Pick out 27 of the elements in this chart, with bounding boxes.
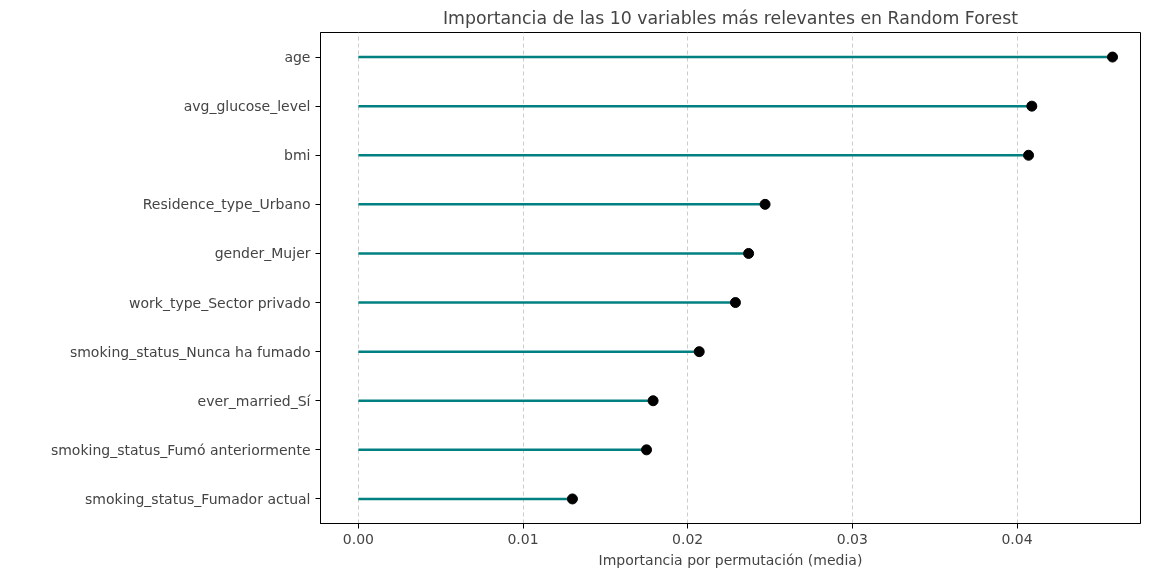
point [1023,149,1035,161]
y-tick-label: smoking_status_Fumó anteriormente [50,441,311,458]
point [729,297,741,309]
y-tick-label: avg_glucose_level [183,98,311,115]
y-tick-label: gender_Mujer [214,245,311,262]
point [1026,100,1038,112]
point [759,198,771,210]
x-axis-title: Importancia por permutación (media) [598,551,863,568]
y-tick-label: bmi [284,147,311,164]
point [647,395,659,407]
x-tick-label: 0.03 [836,530,868,547]
y-tick-label: work_type_Sector privado [129,294,311,311]
point [1107,51,1119,63]
point [641,444,653,456]
y-tick-label: ever_married_Sí [197,392,312,409]
y-tick-label: age [284,49,311,66]
chart-title: Importancia de las 10 variables más relevantes en Random Forest [442,7,1019,28]
point [693,346,705,358]
x-tick-label: 0.04 [1001,530,1033,547]
y-tick-label: Residence_type_Urbano [142,196,311,213]
x-tick-label: 0.01 [507,530,539,547]
x-tick-label: 0.02 [672,530,704,547]
point [566,493,578,505]
y-tick-label: smoking_status_Nunca ha fumado [69,343,311,360]
y-tick-label: smoking_status_Fumador actual [85,490,311,507]
point [743,247,755,259]
x-tick-label: 0.00 [342,530,374,547]
